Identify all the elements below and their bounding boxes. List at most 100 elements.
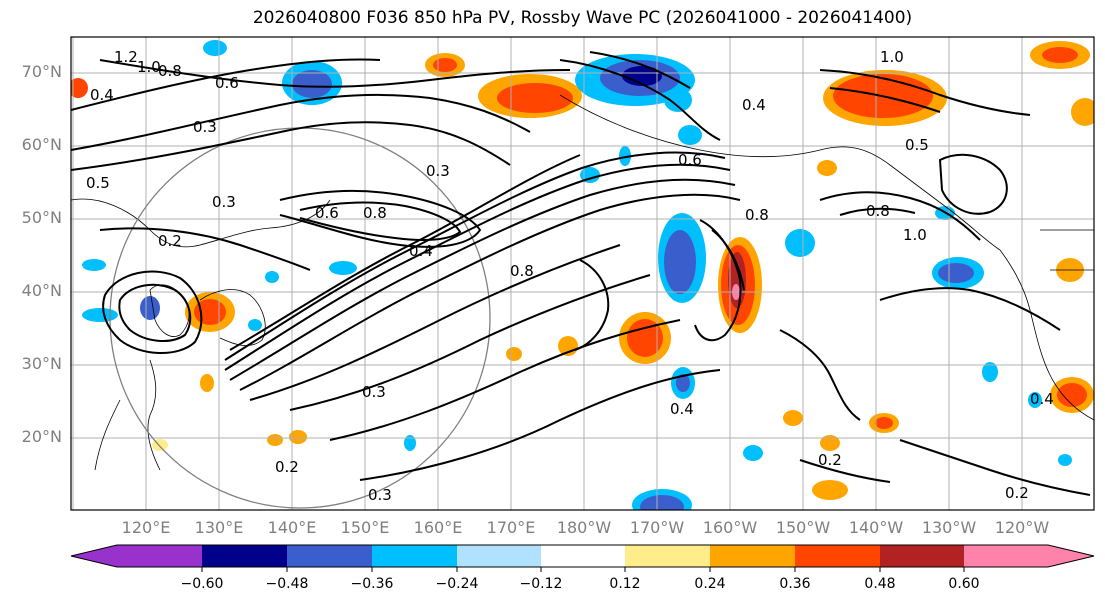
contour-label: 1.0	[880, 48, 904, 66]
colorbar-segment	[372, 545, 457, 567]
pv-contour	[779, 329, 861, 421]
pv-contour	[299, 201, 462, 241]
lat-label: 60°N	[21, 135, 62, 154]
anomaly-positive-blob	[1071, 98, 1094, 126]
colorbar-segment	[795, 545, 880, 567]
anomaly-negative-blob	[622, 66, 662, 86]
contour-labels: 1.2 1.0 0.8 0.6 0.4 0.3 0.5 0.2 0.3 0.6 …	[86, 48, 1054, 504]
colorbar-extend-low	[71, 545, 117, 567]
contour-label: 0.6	[678, 151, 702, 169]
colorbar-tick-label: 0.12	[609, 576, 641, 592]
pv-contour	[229, 154, 581, 351]
border-lines	[1040, 229, 1094, 271]
contour-label: 0.3	[193, 118, 217, 136]
colorbar-segment	[541, 545, 625, 567]
contour-label: 0.2	[275, 458, 299, 476]
lon-label: 130°W	[921, 518, 977, 537]
pv-contour	[559, 59, 721, 141]
lon-label: 130°E	[194, 518, 244, 537]
colorbar-tick-label: −0.36	[350, 576, 394, 592]
anomaly-positive-blob	[627, 319, 663, 357]
lon-label: 170°E	[486, 518, 536, 537]
contour-label: 0.3	[368, 486, 392, 504]
contour-label: 0.8	[158, 62, 182, 80]
anomaly-negative-blob	[619, 146, 631, 166]
anomaly-negative-blob	[743, 445, 763, 461]
pv-contour	[574, 259, 610, 351]
contour-label: 0.6	[315, 204, 339, 222]
contour-label: 0.5	[905, 136, 929, 154]
anomaly-positive-blob	[200, 374, 214, 392]
contour-label: 0.8	[745, 206, 769, 224]
pv-contour	[879, 287, 1061, 331]
pv-contour	[71, 58, 381, 111]
lat-label: 50°N	[21, 208, 62, 227]
anomaly-negative-blob	[404, 435, 416, 451]
anomaly-positive-blob	[497, 83, 573, 113]
lon-label: 120°E	[121, 518, 171, 537]
contour-label: 0.4	[90, 86, 114, 104]
contour-label: 0.8	[363, 204, 387, 222]
pv-contour	[118, 283, 192, 342]
anomaly-positive-blob	[812, 480, 848, 500]
anomaly-positive-blob	[1057, 383, 1087, 407]
colorbar-ticks	[201, 567, 965, 572]
coastline-asia	[71, 198, 331, 248]
colorbar-segment	[202, 545, 287, 567]
lon-label: 150°E	[340, 518, 390, 537]
anomaly-negative-blob	[292, 70, 332, 98]
pv-contour	[799, 459, 891, 483]
anomaly-positive-blob	[820, 435, 840, 451]
colorbar-segment	[880, 545, 964, 567]
anomaly-negative-blob	[265, 271, 279, 283]
anomaly-negative-blob	[664, 88, 692, 112]
contour-label: 0.3	[212, 193, 236, 211]
pv-contour	[71, 121, 511, 171]
pv-contour	[99, 227, 311, 271]
anomaly-negative-blob	[329, 261, 357, 275]
anomaly-negative-blob	[1058, 454, 1072, 466]
contour-label: 0.2	[818, 451, 842, 469]
map-panel: 1.2 1.0 0.8 0.6 0.4 0.3 0.5 0.2 0.3 0.6 …	[71, 37, 1094, 510]
anomaly-negative-blob	[982, 362, 998, 382]
pv-contour	[289, 274, 651, 411]
pv-contours	[71, 51, 1091, 496]
anomaly-negative-blob	[82, 259, 106, 271]
anomaly-positive-blob	[71, 78, 88, 98]
pv-contour	[899, 439, 1091, 496]
contour-label: 0.4	[409, 242, 433, 260]
colorbar-tick-label: 0.36	[779, 576, 811, 592]
pv-contour	[279, 189, 482, 248]
colorbar	[70, 544, 1095, 572]
contour-label: 0.6	[215, 74, 239, 92]
pv-contour	[829, 87, 941, 113]
lon-label: 160°W	[702, 518, 758, 537]
lat-label: 70°N	[21, 62, 62, 81]
contour-label: 0.3	[426, 162, 450, 180]
anomaly-negative-blob	[664, 230, 696, 294]
colorbar-tick-label: −0.60	[180, 576, 224, 592]
map-frame	[70, 36, 1095, 511]
pv-contour	[229, 178, 736, 381]
lat-label: 20°N	[21, 427, 62, 446]
anomaly-negative-blob	[785, 229, 815, 257]
anomaly-negative-blob	[140, 296, 160, 320]
colorbar-segment	[287, 545, 372, 567]
contour-label: 1.2	[114, 48, 138, 66]
pv-contour	[819, 191, 981, 241]
lat-label: 40°N	[21, 281, 62, 300]
pv-contour	[99, 59, 571, 88]
lat-label: 30°N	[21, 354, 62, 373]
anomaly-negative-blob	[938, 263, 974, 283]
anomaly-positive-blob	[289, 430, 307, 444]
contour-label: 1.0	[137, 58, 161, 76]
contour-label: 0.8	[510, 262, 534, 280]
lon-label: 120°W	[994, 518, 1050, 537]
colorbar-tick-label: −0.48	[265, 576, 309, 592]
colorbar-outline	[70, 544, 1095, 568]
colorbar-segment	[964, 545, 1048, 567]
colorbar-segment	[710, 545, 795, 567]
contour-label: 0.2	[158, 232, 182, 250]
lon-label: 140°E	[267, 518, 317, 537]
colorbar-extend-high	[1048, 545, 1094, 567]
